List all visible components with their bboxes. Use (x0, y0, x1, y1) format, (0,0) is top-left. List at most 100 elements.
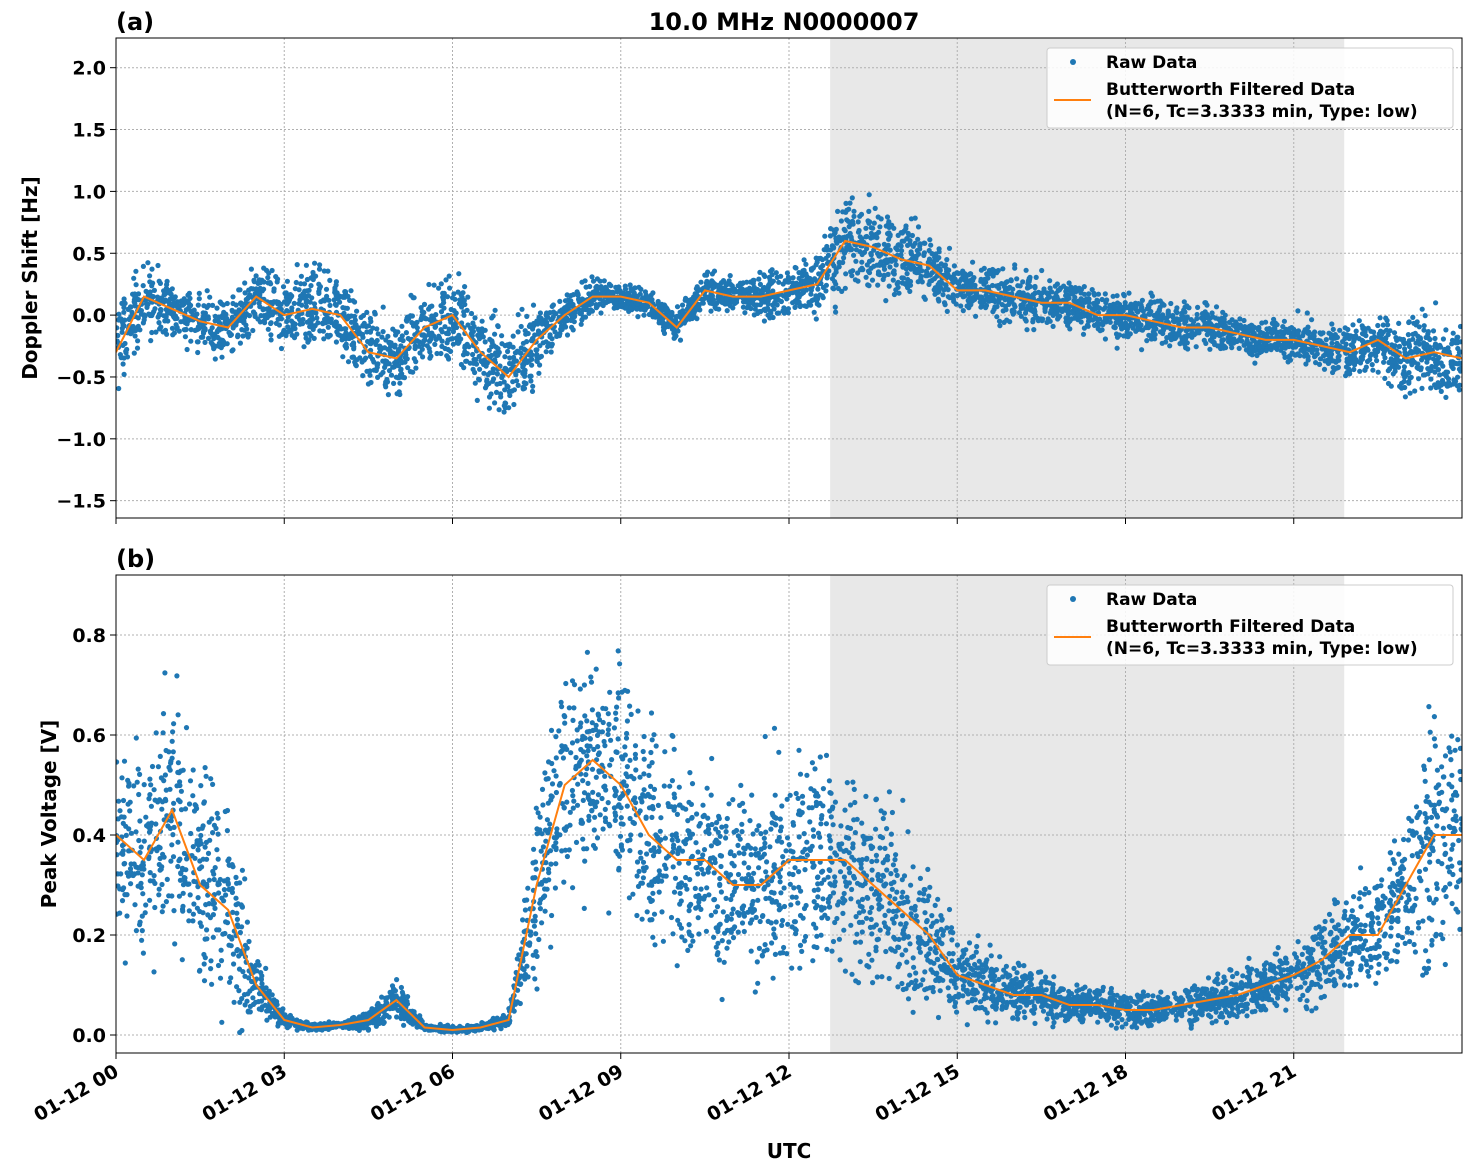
raw-data-point (1146, 306, 1152, 312)
raw-data-point (246, 938, 252, 945)
raw-data-point (352, 321, 358, 328)
raw-data-point (1089, 287, 1095, 293)
raw-data-point (239, 302, 245, 308)
raw-data-point (1094, 298, 1101, 304)
raw-data-point (176, 328, 182, 334)
raw-data-point (481, 370, 487, 376)
raw-data-point (151, 873, 157, 879)
y-tick-label: −1.5 (56, 491, 106, 513)
raw-data-point (153, 821, 159, 827)
raw-data-point (1143, 325, 1149, 331)
raw-data-point (441, 305, 447, 311)
raw-data-point (205, 335, 212, 341)
raw-data-point (590, 290, 597, 296)
raw-data-point (1432, 369, 1438, 375)
raw-data-point (327, 332, 333, 338)
raw-data-point (134, 779, 140, 785)
raw-data-point (233, 320, 239, 326)
raw-data-point (1302, 346, 1308, 352)
raw-data-point (1031, 327, 1037, 333)
raw-data-point (1012, 265, 1018, 271)
raw-data-point (1320, 330, 1326, 336)
raw-data-point (234, 947, 241, 953)
raw-data-point (510, 333, 516, 339)
raw-data-point (412, 345, 418, 352)
raw-data-point (1138, 302, 1144, 308)
raw-data-point (195, 895, 201, 901)
raw-data-point (211, 336, 217, 342)
raw-data-point (1074, 312, 1080, 319)
raw-data-point (845, 218, 851, 224)
raw-data-point (125, 873, 132, 879)
y-tick-label: 0.0 (72, 1025, 106, 1047)
raw-data-point (409, 313, 415, 319)
raw-data-point (391, 380, 397, 386)
raw-data-point (945, 271, 951, 278)
raw-data-point (956, 279, 963, 285)
raw-data-point (169, 893, 175, 899)
raw-data-point (843, 271, 849, 277)
raw-data-point (139, 937, 145, 943)
raw-data-point (118, 355, 124, 361)
raw-data-point (1400, 336, 1407, 343)
raw-data-point (1428, 376, 1434, 382)
raw-data-point (224, 828, 230, 834)
raw-data-point (124, 913, 130, 919)
raw-data-point (530, 302, 537, 308)
raw-data-point (367, 329, 373, 335)
raw-data-point (830, 285, 836, 291)
raw-data-point (303, 303, 309, 310)
raw-data-point (182, 334, 188, 340)
raw-data-point (530, 383, 536, 389)
raw-data-point (987, 297, 994, 304)
raw-data-point (536, 370, 542, 376)
raw-data-point (846, 224, 852, 230)
raw-data-point (417, 350, 423, 356)
raw-data-point (418, 305, 424, 311)
raw-data-point (1097, 316, 1103, 322)
raw-data-point (543, 339, 549, 345)
raw-data-point (271, 286, 277, 292)
raw-data-point (812, 276, 818, 283)
raw-data-point (940, 292, 946, 298)
raw-data-point (566, 302, 573, 308)
raw-data-point (239, 867, 245, 873)
raw-data-point (1300, 333, 1306, 339)
raw-data-point (212, 356, 218, 362)
raw-data-point (1449, 341, 1455, 347)
raw-data-point (299, 302, 305, 308)
raw-data-point (187, 778, 194, 784)
raw-data-point (152, 797, 158, 803)
raw-data-point (1086, 300, 1092, 306)
raw-data-point (1424, 359, 1430, 365)
raw-data-point (1321, 353, 1327, 359)
raw-data-point (1432, 335, 1438, 342)
raw-data-point (1303, 361, 1309, 367)
raw-data-point (550, 309, 557, 315)
raw-data-point (710, 285, 716, 291)
raw-data-point (1029, 293, 1035, 299)
raw-data-point (458, 361, 464, 368)
raw-data-point (537, 310, 544, 316)
raw-data-point (1396, 320, 1402, 326)
raw-data-point (776, 310, 782, 316)
raw-data-point (1078, 290, 1084, 296)
raw-data-point (470, 351, 476, 358)
raw-data-point (222, 808, 228, 815)
raw-data-point (1048, 307, 1054, 313)
raw-data-point (1312, 353, 1318, 359)
axes-frame (115, 37, 1463, 519)
raw-data-point (159, 864, 165, 870)
raw-data-point (148, 803, 154, 809)
raw-data-point (1402, 394, 1408, 400)
raw-data-point (504, 383, 510, 389)
raw-data-point (1294, 352, 1300, 358)
raw-data-point (245, 295, 251, 301)
raw-data-point (426, 332, 432, 338)
raw-data-point (630, 294, 636, 300)
raw-data-point (515, 349, 522, 355)
raw-data-point (384, 361, 390, 367)
raw-data-point (1413, 340, 1419, 346)
raw-data-point (493, 344, 499, 350)
